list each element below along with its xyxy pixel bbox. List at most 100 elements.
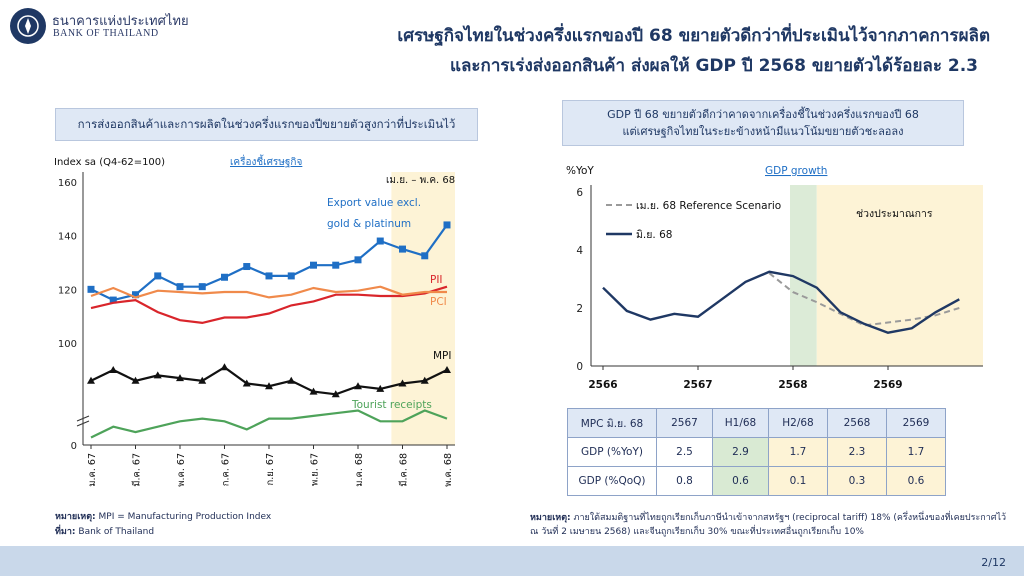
table-cell: GDP (%YoY) — [567, 437, 657, 467]
left-source-text: Bank of Thailand — [78, 527, 155, 537]
series-label: Tourist receipts — [351, 399, 432, 411]
bank-logo — [10, 8, 46, 44]
x-tick-label: 2566 — [588, 379, 617, 391]
series-line-tourist — [90, 409, 448, 439]
table-cell: 0.3 — [827, 466, 887, 496]
table-cell: 0.1 — [768, 466, 828, 496]
table-cell: 1.7 — [768, 437, 828, 467]
data-point — [376, 384, 385, 392]
data-point — [332, 261, 340, 269]
left-source-label: ที่มา: — [55, 527, 76, 537]
y-tick-label: 0 — [576, 361, 583, 373]
x-tick-label: พ.ย. 67 — [310, 453, 321, 486]
data-point — [331, 390, 340, 398]
x-tick-label: ม.ค. 68 — [354, 453, 365, 487]
data-point — [198, 283, 206, 291]
table-cell: 2.9 — [712, 437, 769, 467]
table-cell: 0.6 — [886, 466, 946, 496]
data-point — [198, 376, 207, 384]
emblem-icon — [17, 15, 39, 37]
data-point — [265, 382, 273, 390]
x-tick-label: 2569 — [873, 379, 902, 391]
table-cell: 1.7 — [886, 437, 946, 467]
data-point — [176, 374, 184, 382]
data-point — [243, 263, 251, 271]
left-note: หมายเหตุ: MPI = Manufacturing Production… — [55, 509, 271, 523]
y-tick-label: 0 — [71, 441, 77, 452]
data-point — [443, 221, 451, 229]
y-tick-label: 2 — [576, 303, 583, 315]
slide-title-line1: เศรษฐกิจไทยในช่วงครึ่งแรกของปี 68 ขยายตั… — [397, 26, 990, 46]
data-point — [132, 291, 139, 299]
y-tick-label: 120 — [58, 285, 77, 296]
table-row: GDP (%YoY) 2.5 2.9 1.7 2.3 1.7 — [567, 437, 946, 467]
table-cell: 2.5 — [656, 437, 713, 467]
right-note: หมายเหตุ: ภายใต้สมมติฐานที่ไทยถูกเรียกเก… — [530, 510, 1006, 524]
left-panel-title: การส่งออกสินค้าและการผลิตในช่วงครึ่งแรกข… — [55, 108, 478, 141]
table-cell: GDP (%QoQ) — [567, 466, 657, 496]
table-header-cell: 2567 — [656, 408, 713, 438]
footer-bar — [0, 546, 1024, 576]
y-tick-label: 160 — [58, 178, 77, 189]
table-row: GDP (%QoQ) 0.8 0.6 0.1 0.3 0.6 — [567, 466, 946, 496]
data-point — [242, 379, 251, 387]
axis-break-mark — [76, 415, 90, 427]
left-note-label: หมายเหตุ: — [55, 512, 96, 522]
slide-title-line2: และการเร่งส่งออกสินค้า ส่งผลให้ GDP ปี 2… — [450, 56, 978, 76]
gdp-growth-link: GDP growth — [765, 165, 827, 177]
series-label: Export value excl. — [327, 197, 421, 209]
data-point — [176, 283, 184, 291]
x-tick-label: 2568 — [778, 379, 807, 391]
right-note-label: หมายเหตุ: — [530, 513, 571, 523]
y-tick-label: 140 — [58, 232, 77, 243]
gdp-forecast-table: MPC มิ.ย. 68 2567 H1/68 H2/68 2568 2569 … — [567, 408, 946, 496]
data-point — [421, 252, 429, 260]
table-header-cell: 2568 — [827, 408, 887, 438]
table-header-cell: 2569 — [886, 408, 946, 438]
data-point — [154, 272, 162, 280]
data-point — [153, 371, 162, 379]
table-header-cell: MPC มิ.ย. 68 — [567, 408, 657, 438]
x-tick-label: ม.ค. 67 — [87, 453, 98, 487]
recent-period-shade — [391, 172, 455, 445]
series-line-pii — [90, 285, 448, 325]
page-number: 2/12 — [981, 556, 1006, 569]
right-panel-title: GDP ปี 68 ขยายตัวดีกว่าคาดจากเครื่องชี้ใ… — [562, 100, 964, 146]
data-point — [443, 366, 451, 373]
right-panel-title-line2: แต่เศรษฐกิจไทยในระยะข้างหน้ามีแนวโน้มขยา… — [622, 125, 904, 138]
x-tick-label: ก.ย. 67 — [265, 453, 276, 485]
left-note-text: MPI = Manufacturing Production Index — [98, 512, 272, 522]
forecast-label: ช่วงประมาณการ — [856, 208, 933, 220]
data-point — [399, 245, 406, 253]
bank-name-en: BANK OF THAILAND — [53, 28, 159, 39]
x-tick-label: พ.ค. 67 — [176, 453, 187, 487]
series-label: MPI — [433, 350, 452, 362]
indicators-chart: 0 100 120 140 160 Index sa (Q4-62=100) เครื่อง… — [54, 154, 455, 487]
data-point — [287, 272, 295, 280]
data-point — [220, 363, 229, 371]
y-tick-label: 100 — [58, 339, 77, 350]
data-point — [420, 376, 429, 384]
data-point — [109, 366, 118, 373]
x-tick-label: มี.ค. 68 — [398, 453, 410, 487]
y-tick-label: 6 — [576, 187, 583, 199]
table-cell: 0.6 — [712, 466, 769, 496]
table-cell: 2.3 — [827, 437, 887, 467]
data-point — [87, 376, 95, 384]
left-panel-title-text: การส่งออกสินค้าและการผลิตในช่วงครึ่งแรกข… — [77, 116, 456, 131]
y-axis-title: %YoY — [566, 165, 594, 177]
x-tick-label: มี.ค. 67 — [131, 453, 143, 487]
period-label: เม.ย. – พ.ค. 68 — [386, 175, 455, 186]
data-point — [310, 261, 317, 269]
data-point — [87, 285, 95, 293]
y-tick-label: 4 — [576, 245, 583, 257]
right-note-line1: ภายใต้สมมติฐานที่ไทยถูกเรียกเก็บภาษีนำเข… — [573, 513, 1007, 523]
right-panel-title-line1: GDP ปี 68 ขยายตัวดีกว่าคาดจากเครื่องชี้ใ… — [607, 108, 919, 121]
gdp-growth-chart: 0 2 4 6 2566 2567 2568 2569 %YoY GDP growth ช่วงปร… — [566, 165, 983, 391]
data-point — [109, 296, 117, 304]
data-point — [309, 387, 318, 395]
series-label: PCI — [430, 296, 447, 308]
x-tick-label: ก.ค. 67 — [221, 453, 232, 486]
data-point — [376, 237, 384, 245]
legend-label-june: มิ.ย. 68 — [636, 229, 672, 241]
